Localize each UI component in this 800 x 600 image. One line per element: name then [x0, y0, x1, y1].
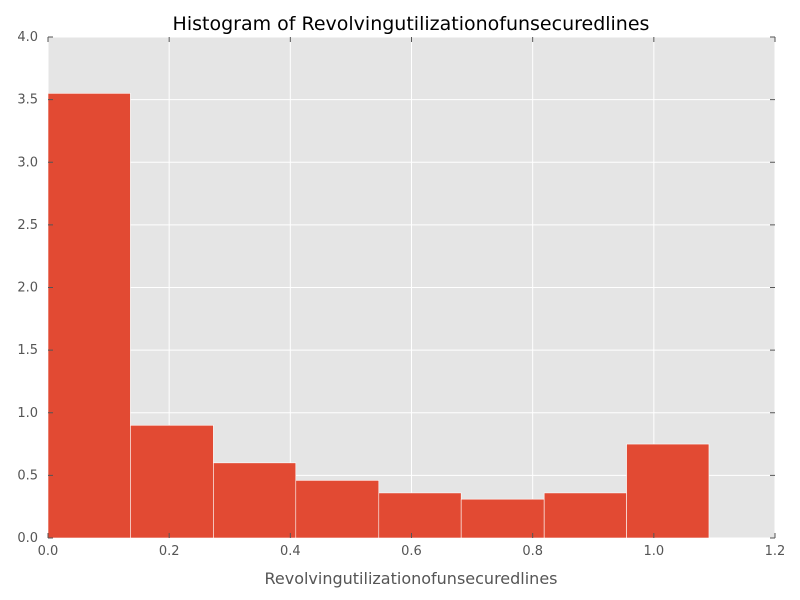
- x-axis-label: Revolvingutilizationofunsecuredlines: [264, 569, 557, 588]
- histogram-bar: [543, 492, 627, 539]
- histogram-bar: [378, 492, 462, 539]
- x-tick-label: 0.6: [401, 544, 422, 559]
- x-tick-label: 1.2: [765, 544, 786, 559]
- y-tick-label: 0.5: [17, 468, 38, 483]
- histogram-bar: [460, 498, 545, 539]
- x-tick-label: 0.0: [38, 544, 59, 559]
- x-tick-label: 0.4: [280, 544, 301, 559]
- x-tick-label: 0.2: [159, 544, 180, 559]
- y-tick-label: 1.0: [17, 406, 38, 421]
- histogram-bar: [213, 462, 297, 539]
- x-tick-label: 0.8: [522, 544, 543, 559]
- histogram-bars: [47, 93, 710, 539]
- x-tick-label: 1.0: [643, 544, 664, 559]
- y-tick-label: 0.0: [17, 531, 38, 546]
- y-tick-label: 1.5: [17, 343, 38, 358]
- histogram-bar: [295, 480, 380, 539]
- histogram-bar: [130, 424, 214, 539]
- y-tick-label: 4.0: [17, 30, 38, 45]
- y-tick-label: 3.5: [17, 93, 38, 108]
- y-tick-label: 2.5: [17, 218, 38, 233]
- axis-ticks: 0.0 0.2 0.4 0.6 0.8 1.0 1.2 0.0 0.5 1.0 1.5 2.0 2.5 3…: [17, 30, 785, 559]
- histogram-bar: [626, 443, 710, 539]
- y-tick-label: 2.0: [17, 281, 38, 296]
- y-tick-label: 3.0: [17, 155, 38, 170]
- histogram-bar: [47, 93, 131, 539]
- chart-title: Histogram of Revolvingutilizationofunsec…: [173, 13, 650, 35]
